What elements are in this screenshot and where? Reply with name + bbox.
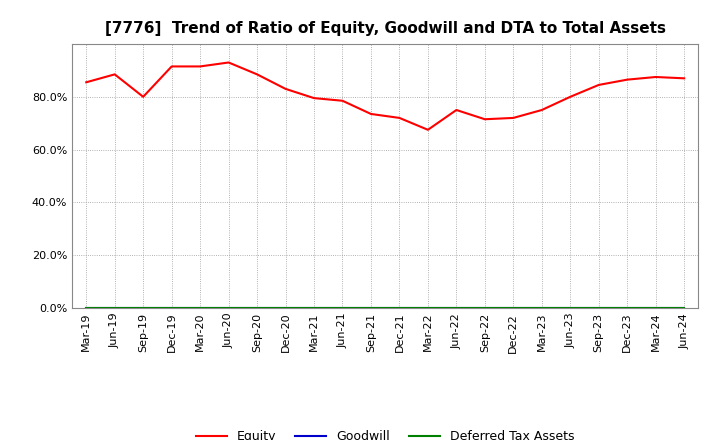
Equity (595, 82, 603, 88)
Equity (366, 111, 375, 117)
Equity (537, 107, 546, 113)
Goodwill (338, 305, 347, 311)
Equity (253, 72, 261, 77)
Deferred Tax Assets (509, 305, 518, 311)
Goodwill (167, 305, 176, 311)
Line: Equity: Equity (86, 62, 684, 130)
Equity (282, 86, 290, 92)
Equity (310, 95, 318, 101)
Equity (338, 98, 347, 103)
Equity (139, 94, 148, 99)
Equity (652, 74, 660, 80)
Goodwill (509, 305, 518, 311)
Goodwill (680, 305, 688, 311)
Goodwill (623, 305, 631, 311)
Deferred Tax Assets (595, 305, 603, 311)
Equity (480, 117, 489, 122)
Equity (452, 107, 461, 113)
Deferred Tax Assets (196, 305, 204, 311)
Equity (623, 77, 631, 82)
Goodwill (480, 305, 489, 311)
Deferred Tax Assets (167, 305, 176, 311)
Equity (196, 64, 204, 69)
Deferred Tax Assets (452, 305, 461, 311)
Title: [7776]  Trend of Ratio of Equity, Goodwill and DTA to Total Assets: [7776] Trend of Ratio of Equity, Goodwil… (104, 21, 666, 36)
Deferred Tax Assets (395, 305, 404, 311)
Equity (680, 76, 688, 81)
Goodwill (595, 305, 603, 311)
Goodwill (282, 305, 290, 311)
Deferred Tax Assets (253, 305, 261, 311)
Equity (225, 60, 233, 65)
Deferred Tax Assets (82, 305, 91, 311)
Equity (566, 94, 575, 99)
Deferred Tax Assets (366, 305, 375, 311)
Equity (167, 64, 176, 69)
Deferred Tax Assets (623, 305, 631, 311)
Equity (110, 72, 119, 77)
Deferred Tax Assets (566, 305, 575, 311)
Goodwill (652, 305, 660, 311)
Equity (423, 127, 432, 132)
Deferred Tax Assets (652, 305, 660, 311)
Goodwill (310, 305, 318, 311)
Goodwill (566, 305, 575, 311)
Goodwill (139, 305, 148, 311)
Deferred Tax Assets (310, 305, 318, 311)
Deferred Tax Assets (480, 305, 489, 311)
Goodwill (225, 305, 233, 311)
Goodwill (452, 305, 461, 311)
Goodwill (196, 305, 204, 311)
Deferred Tax Assets (423, 305, 432, 311)
Goodwill (366, 305, 375, 311)
Goodwill (82, 305, 91, 311)
Deferred Tax Assets (680, 305, 688, 311)
Deferred Tax Assets (537, 305, 546, 311)
Goodwill (537, 305, 546, 311)
Goodwill (110, 305, 119, 311)
Equity (82, 80, 91, 85)
Equity (395, 115, 404, 121)
Equity (509, 115, 518, 121)
Goodwill (423, 305, 432, 311)
Deferred Tax Assets (110, 305, 119, 311)
Goodwill (253, 305, 261, 311)
Goodwill (395, 305, 404, 311)
Deferred Tax Assets (282, 305, 290, 311)
Deferred Tax Assets (338, 305, 347, 311)
Legend: Equity, Goodwill, Deferred Tax Assets: Equity, Goodwill, Deferred Tax Assets (191, 425, 580, 440)
Deferred Tax Assets (225, 305, 233, 311)
Deferred Tax Assets (139, 305, 148, 311)
